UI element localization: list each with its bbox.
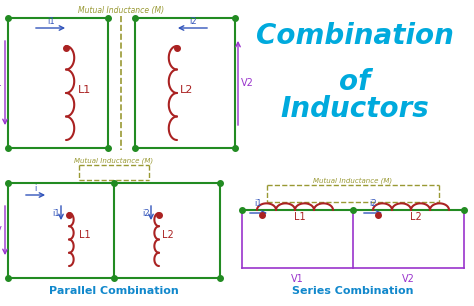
Text: L1: L1 <box>78 85 91 95</box>
Text: L2: L2 <box>180 85 193 95</box>
Text: i1: i1 <box>47 17 55 26</box>
Text: i2: i2 <box>369 199 377 208</box>
Text: i1: i1 <box>254 199 262 208</box>
Text: i1: i1 <box>52 208 60 218</box>
Text: i: i <box>34 184 36 193</box>
Text: L1: L1 <box>79 230 91 241</box>
Text: Parallel Combination: Parallel Combination <box>49 286 179 296</box>
Text: Combination: Combination <box>256 22 454 50</box>
Text: V1: V1 <box>291 274 304 284</box>
Text: V1: V1 <box>0 78 2 88</box>
Text: i2: i2 <box>142 208 150 218</box>
Text: Mutual Inductance (M): Mutual Inductance (M) <box>78 6 164 15</box>
Text: V2: V2 <box>241 78 254 88</box>
Text: V: V <box>0 226 1 236</box>
Text: Mutual Inductance (M): Mutual Inductance (M) <box>313 177 392 184</box>
Text: V2: V2 <box>402 274 415 284</box>
Text: Series Combination: Series Combination <box>292 286 414 296</box>
Text: Mutual Inductance (M): Mutual Inductance (M) <box>74 157 154 164</box>
Text: L2: L2 <box>410 212 422 222</box>
Text: of: of <box>339 68 371 96</box>
Text: Inductors: Inductors <box>281 95 429 123</box>
Text: i2: i2 <box>189 17 197 26</box>
Text: L1: L1 <box>294 212 306 222</box>
Text: L2: L2 <box>162 230 174 241</box>
